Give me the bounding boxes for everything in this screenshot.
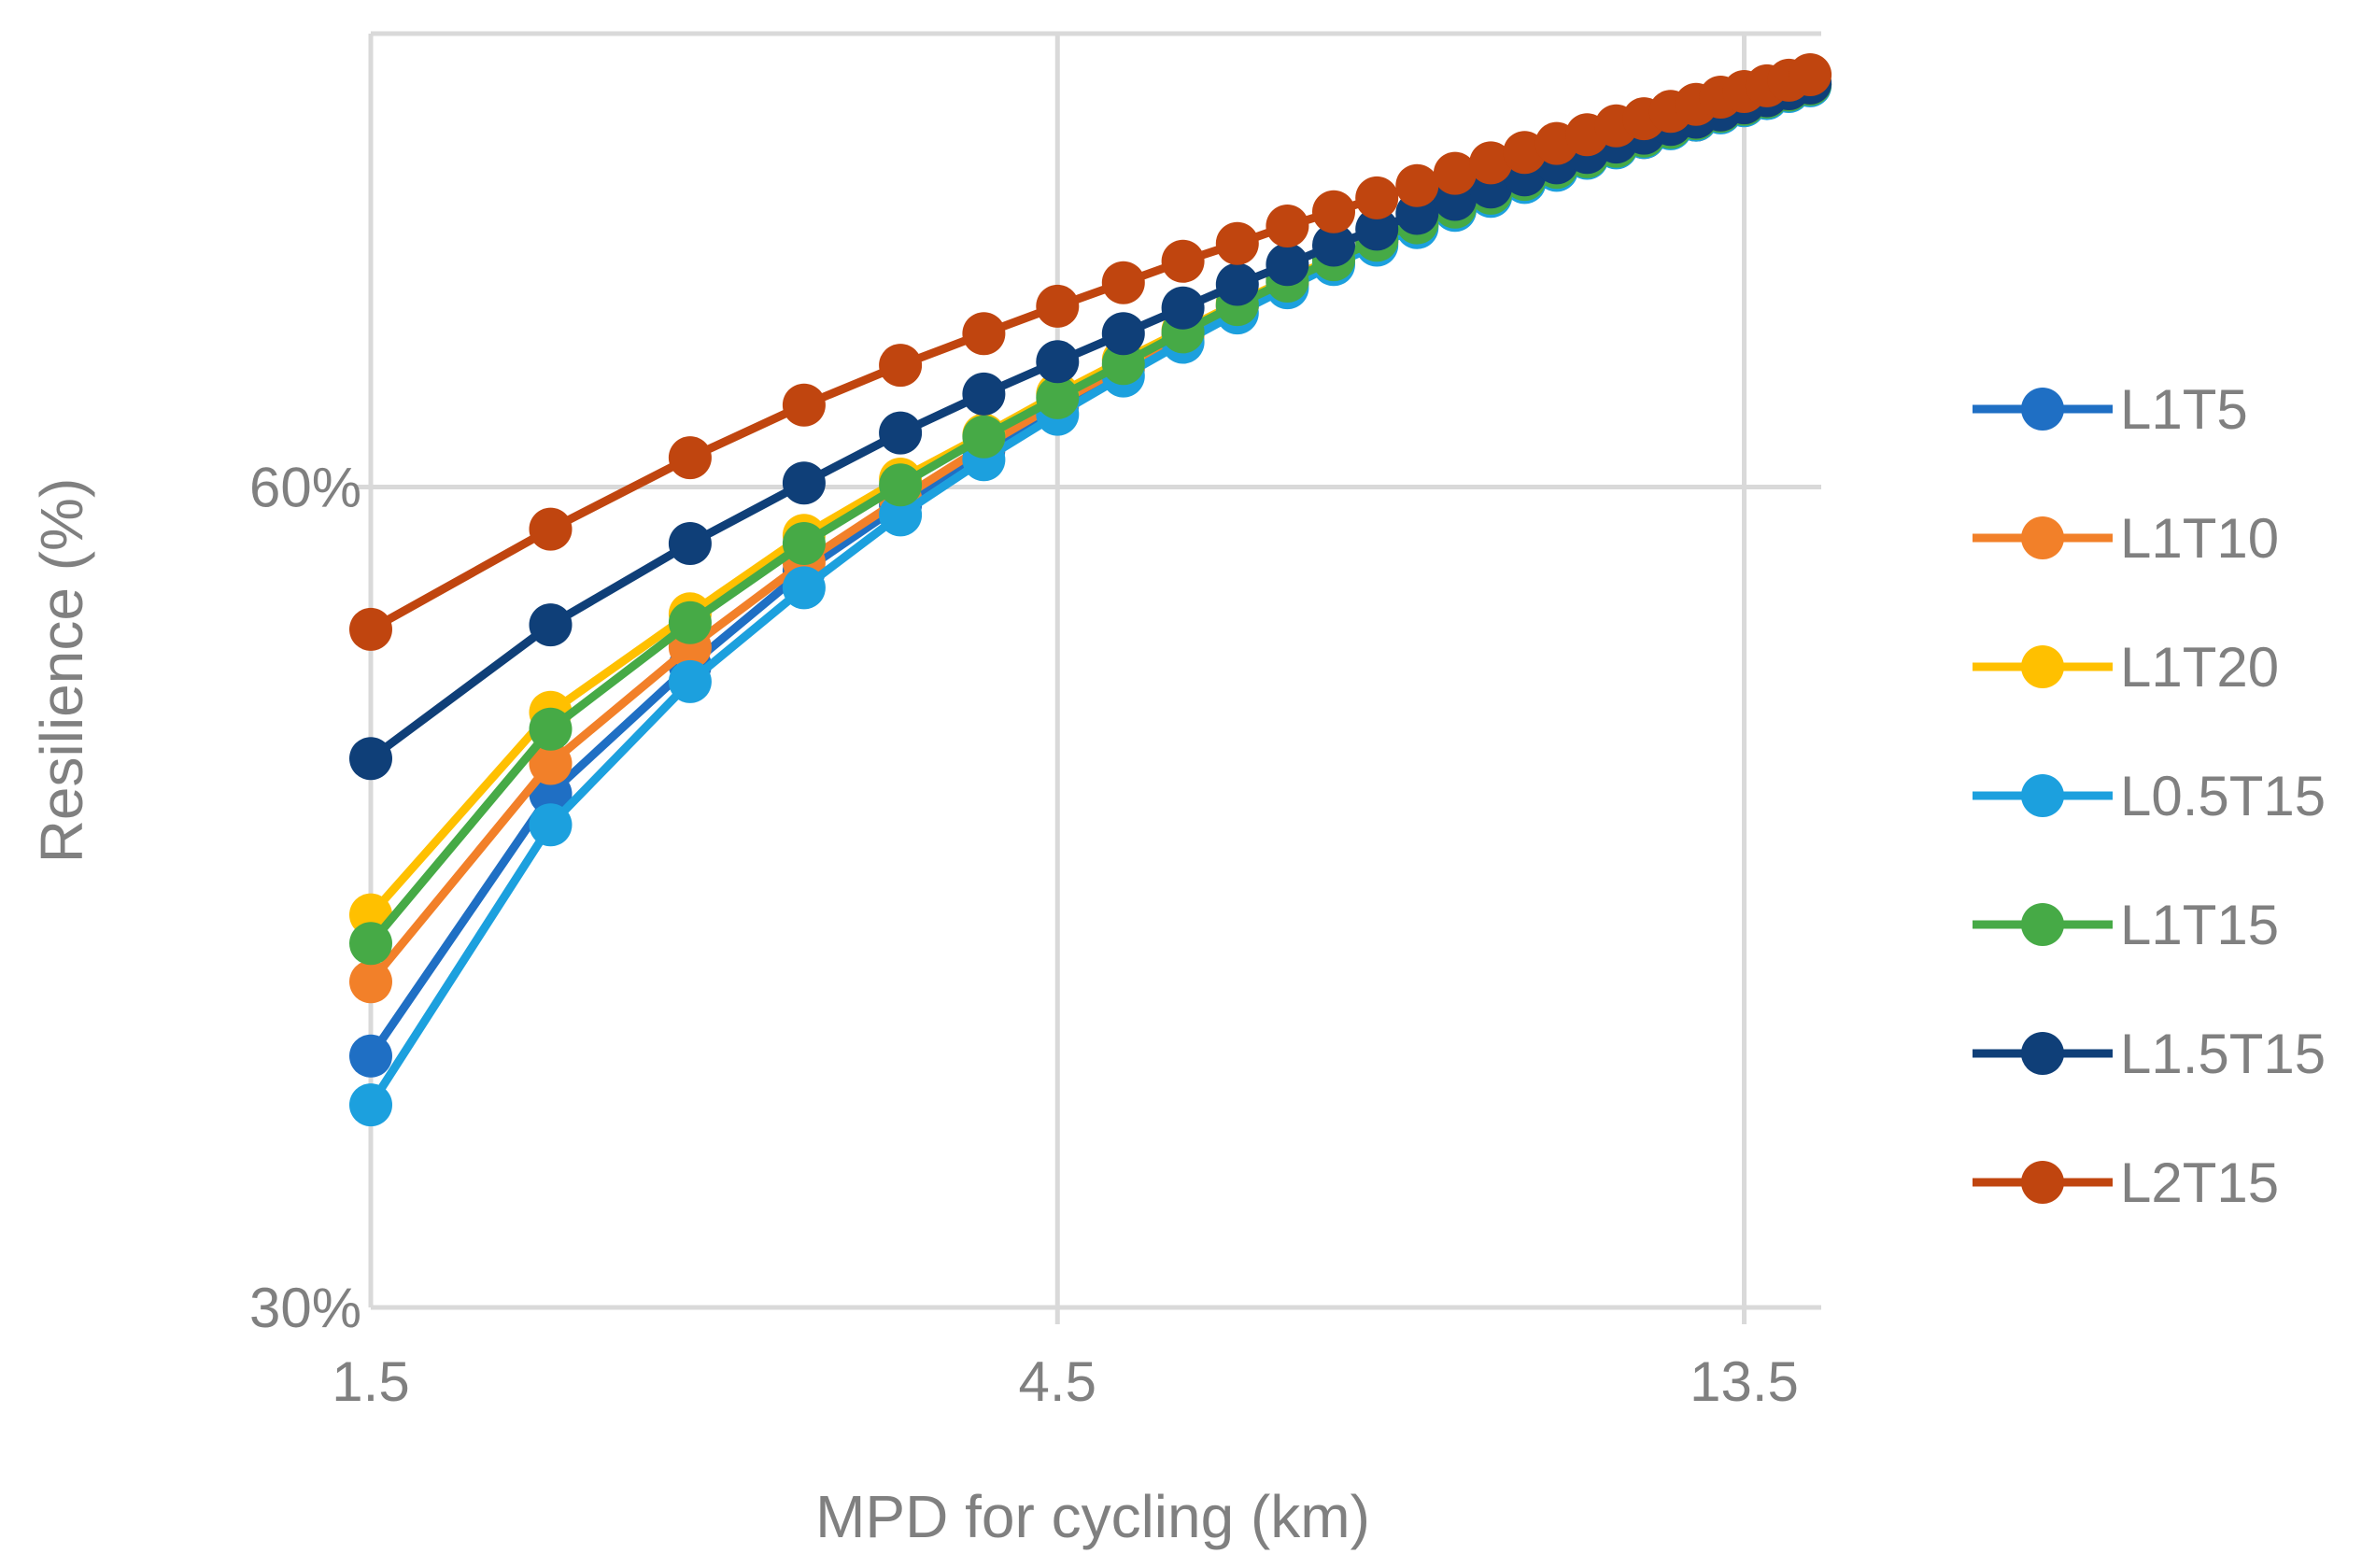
x-axis-ticks: 1.5 4.5 13.5 <box>332 1350 1799 1413</box>
legend-item: L1T20 <box>1973 636 2279 699</box>
legend-item: L1T5 <box>1973 378 2248 441</box>
data-point <box>1469 141 1513 185</box>
data-point <box>962 372 1006 416</box>
data-point <box>1433 151 1477 195</box>
data-point <box>349 737 392 781</box>
data-point <box>782 566 826 610</box>
data-point <box>668 436 712 480</box>
data-point <box>529 803 573 847</box>
data-point <box>529 507 573 551</box>
legend-label: L0.5T15 <box>2120 765 2326 827</box>
legend-swatch-marker <box>2021 516 2064 559</box>
data-point <box>1101 261 1145 304</box>
data-point <box>668 600 712 644</box>
gridlines <box>354 31 1821 1324</box>
legend-item: L1T10 <box>1973 507 2279 570</box>
series-line <box>367 81 1812 1108</box>
data-point <box>1215 221 1259 265</box>
series-lines <box>349 53 1832 1127</box>
legend-label: L2T15 <box>2120 1151 2279 1214</box>
data-point <box>782 522 826 565</box>
legend-label: L1.5T15 <box>2120 1023 2326 1085</box>
legend-swatch-marker <box>2021 903 2064 946</box>
series-L0.5T15 <box>349 64 1832 1127</box>
legend-swatch-marker <box>2021 1032 2064 1075</box>
legend-label: L1T10 <box>2120 507 2279 570</box>
data-point <box>1312 190 1355 233</box>
data-point <box>349 1034 392 1078</box>
data-point <box>529 603 573 647</box>
data-point <box>782 383 826 427</box>
data-point <box>1036 340 1080 384</box>
legend-label: L1T15 <box>2120 894 2279 956</box>
data-point <box>1101 342 1145 386</box>
data-point <box>1266 243 1309 287</box>
data-point <box>668 522 712 565</box>
legend-label: L1T20 <box>2120 636 2279 699</box>
data-point <box>1266 205 1309 247</box>
data-point <box>1215 262 1259 306</box>
data-point <box>962 312 1006 356</box>
data-point <box>1355 207 1399 251</box>
legend: L1T5 L1T10 L1T20 L0.5T15 L1T15 L1.5T15 L2T15 <box>1973 378 2326 1214</box>
legend-item: L2T15 <box>1973 1151 2279 1214</box>
data-point <box>1312 223 1355 267</box>
series-L2T15 <box>349 53 1832 651</box>
series-L1.5T15 <box>349 61 1832 781</box>
data-point <box>529 742 573 785</box>
legend-swatch-marker <box>2021 774 2064 817</box>
data-point <box>1036 375 1080 419</box>
data-point <box>349 960 392 1004</box>
data-point <box>668 659 712 703</box>
x-tick-label: 13.5 <box>1690 1350 1799 1413</box>
legend-label: L1T5 <box>2120 378 2248 441</box>
legend-item: L0.5T15 <box>1973 765 2326 827</box>
data-point <box>1789 53 1832 96</box>
data-point <box>879 344 923 388</box>
data-point <box>1355 176 1399 219</box>
series-L1T5 <box>349 63 1832 1078</box>
data-point <box>1395 163 1439 207</box>
data-point <box>879 411 923 455</box>
legend-swatch-marker <box>2021 645 2064 688</box>
legend-swatch-marker <box>2021 1161 2064 1204</box>
y-axis-title: Resilience (%) <box>28 478 95 864</box>
data-point <box>1036 284 1080 328</box>
y-tick-label: 30% <box>249 1277 361 1339</box>
data-point <box>1101 312 1145 356</box>
legend-item: L1.5T15 <box>1973 1023 2326 1085</box>
data-point <box>349 607 392 651</box>
series-line <box>368 78 1812 762</box>
data-point <box>349 1083 392 1127</box>
series-line <box>367 80 1812 1059</box>
y-axis-ticks: 30% 60% <box>249 456 361 1339</box>
data-point <box>879 493 923 537</box>
data-point <box>962 415 1006 459</box>
y-tick-label: 60% <box>249 456 361 518</box>
data-point <box>349 922 392 966</box>
data-point <box>529 707 573 751</box>
series-line <box>367 80 1812 985</box>
x-tick-label: 4.5 <box>1019 1350 1096 1413</box>
legend-item: L1T15 <box>1973 894 2279 956</box>
data-point <box>1161 286 1205 330</box>
data-point <box>782 461 826 505</box>
legend-swatch-marker <box>2021 388 2064 431</box>
x-axis-title: MPD for cycling (km) <box>815 1483 1370 1550</box>
data-point <box>879 463 923 507</box>
x-tick-label: 1.5 <box>332 1350 409 1413</box>
data-point <box>1161 239 1205 283</box>
